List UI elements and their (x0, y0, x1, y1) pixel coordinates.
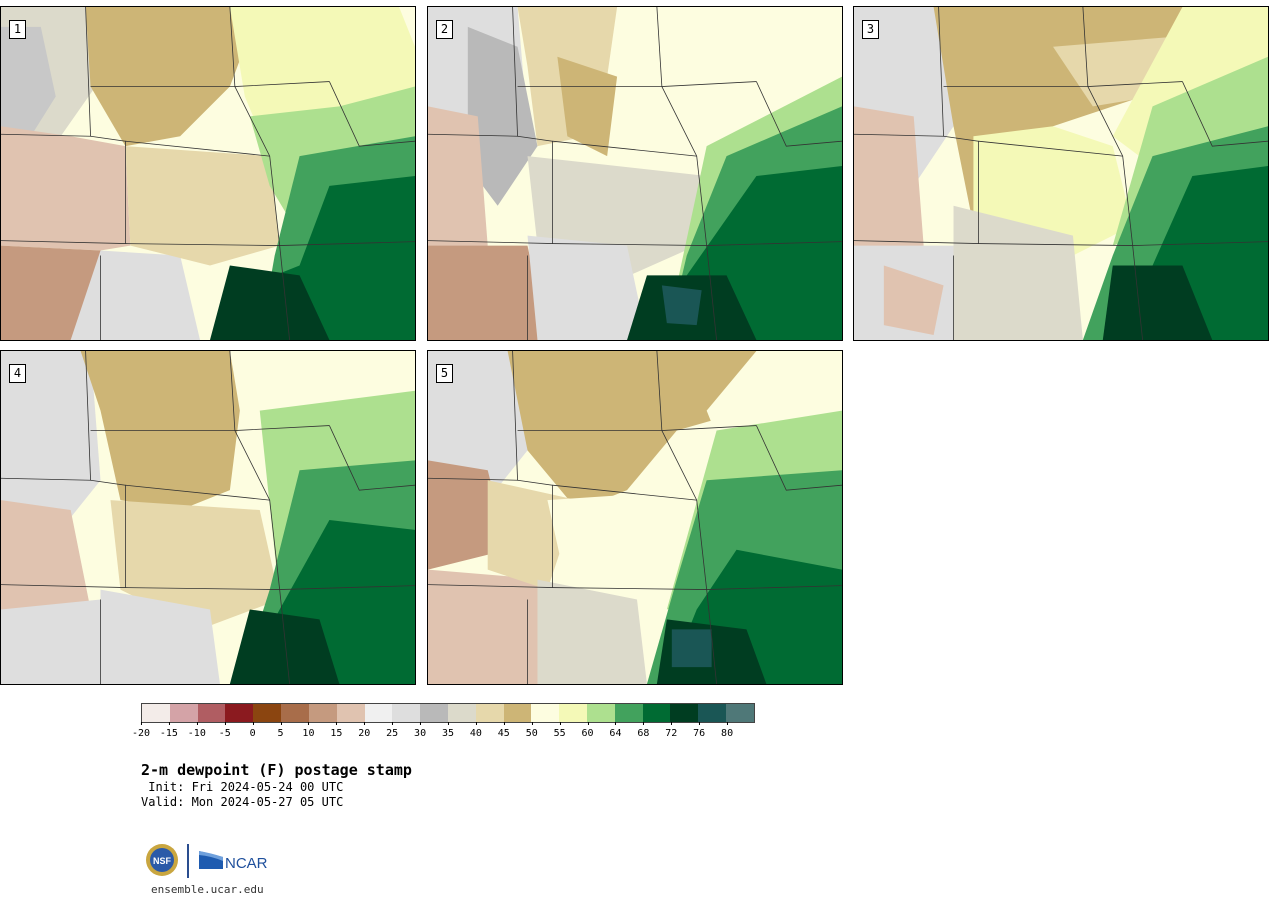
colorbar-swatch (308, 704, 337, 722)
colorbar-tick-label: 10 (302, 722, 314, 739)
colorbar-swatch (726, 704, 754, 722)
colorbar-swatch (169, 704, 198, 722)
colorbar-tick-label: 45 (498, 722, 510, 739)
colorbar-legend (141, 703, 755, 723)
colorbar-swatch (253, 704, 282, 722)
colorbar-swatch (447, 704, 476, 722)
colorbar-tick-label: -15 (160, 722, 178, 739)
nsf-logo-icon: NSF (146, 844, 178, 876)
colorbar-tick-label: 35 (442, 722, 454, 739)
colorbar-swatch (197, 704, 226, 722)
colorbar-swatch (142, 704, 170, 722)
colorbar-tick-label: 68 (637, 722, 649, 739)
colorbar-swatch (614, 704, 643, 722)
colorbar-tick-label: 0 (250, 722, 256, 739)
postage-stamp-map-2: 2 (427, 6, 843, 341)
colorbar-tick-label: -10 (188, 722, 206, 739)
colorbar-swatch (475, 704, 504, 722)
colorbar-tick-label: -5 (219, 722, 231, 739)
colorbar-tick-label: -20 (132, 722, 150, 739)
postage-stamp-map-1: 1 (0, 6, 416, 341)
colorbar-swatch (225, 704, 254, 722)
colorbar-swatch (336, 704, 365, 722)
colorbar-swatch (420, 704, 448, 722)
nsf-logo-text: NSF (153, 856, 172, 866)
colorbar-tick-label: 40 (470, 722, 482, 739)
plot-title: 2-m dewpoint (F) postage stamp (141, 761, 412, 779)
colorbar-swatch (531, 704, 560, 722)
colorbar-swatch (559, 704, 587, 722)
colorbar-swatch (642, 704, 671, 722)
colorbar-swatch (670, 704, 699, 722)
logo-divider (187, 844, 189, 878)
colorbar-swatch (392, 704, 421, 722)
site-url: ensemble.ucar.edu (151, 883, 264, 896)
colorbar-tick-label: 20 (358, 722, 370, 739)
panel-number-label: 4 (9, 364, 26, 383)
valid-time: Valid: Mon 2024-05-27 05 UTC (141, 795, 344, 809)
init-time: Init: Fri 2024-05-24 00 UTC (141, 780, 344, 794)
colorbar-swatch (698, 704, 727, 722)
colorbar-tick-label: 25 (386, 722, 398, 739)
panel-number-label: 1 (9, 20, 26, 39)
ncar-logo-text: NCAR (225, 855, 268, 872)
colorbar-tick-label: 30 (414, 722, 426, 739)
colorbar-tick-label: 55 (554, 722, 566, 739)
colorbar-swatch (281, 704, 309, 722)
colorbar-tick-label: 5 (278, 722, 284, 739)
colorbar-tick-label: 72 (665, 722, 677, 739)
panel-number-label: 3 (862, 20, 879, 39)
colorbar-tick-label: 76 (693, 722, 705, 739)
colorbar-tick-label: 64 (609, 722, 621, 739)
colorbar-tick-label: 80 (721, 722, 733, 739)
postage-stamp-map-3: 3 (853, 6, 1269, 341)
colorbar-tick-label: 15 (330, 722, 342, 739)
postage-stamp-map-4: 4 (0, 350, 416, 685)
colorbar-tick-label: 60 (582, 722, 594, 739)
colorbar-swatch (587, 704, 615, 722)
postage-stamp-map-5: 5 (427, 350, 843, 685)
panel-number-label: 2 (436, 20, 453, 39)
panel-number-label: 5 (436, 364, 453, 383)
ncar-logo-icon: NCAR (199, 851, 268, 872)
colorbar-tick-labels: -20 -15 -10 -5 0 5 10 15 20 25 30 35 40 45 50 55 60 64 68 7… (132, 722, 755, 743)
colorbar-swatch (503, 704, 532, 722)
colorbar-swatch (364, 704, 393, 722)
colorbar-tick-label: 50 (526, 722, 538, 739)
